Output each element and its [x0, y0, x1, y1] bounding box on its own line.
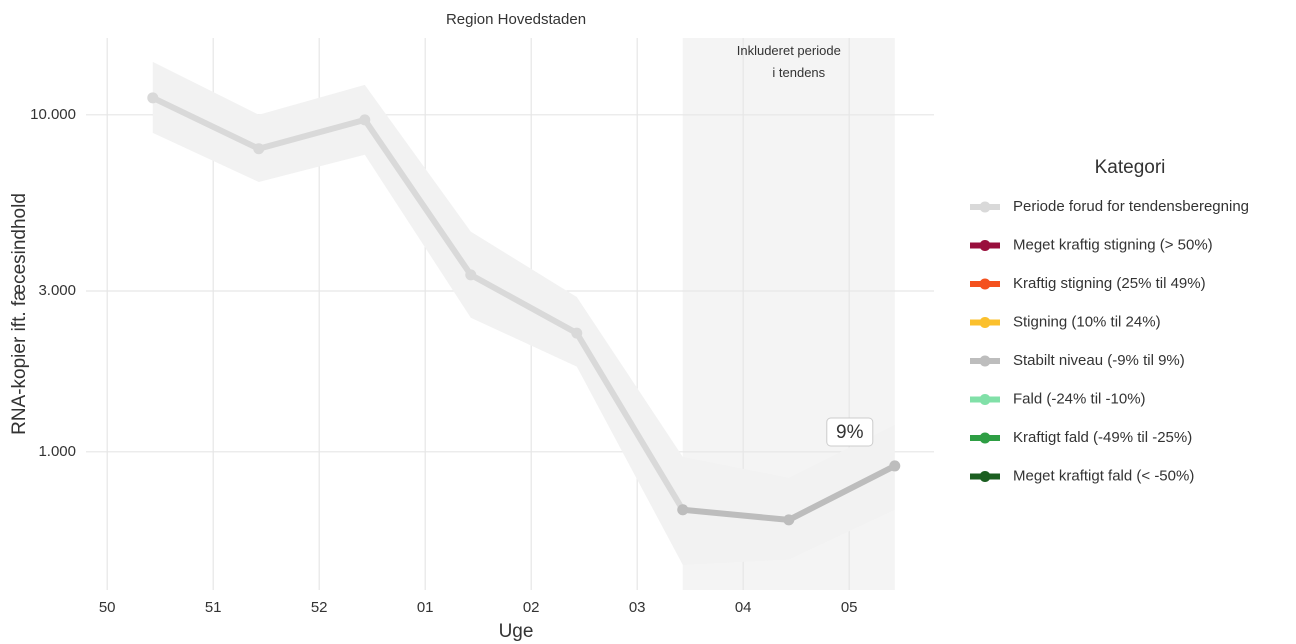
x-tick-label: 03: [629, 599, 646, 616]
confidence-band: [152, 61, 895, 565]
data-point: [783, 514, 795, 526]
legend-swatch-dot: [979, 471, 991, 482]
data-point: [889, 460, 901, 472]
y-tick-label: 1.000: [38, 443, 76, 460]
y-tick-label: 3.000: [38, 282, 76, 299]
legend-swatch-dot: [979, 240, 991, 251]
x-tick-label: 05: [841, 599, 858, 616]
legend-swatch-dot: [979, 355, 991, 367]
legend-label: Periode forud for tendensberegning: [1013, 198, 1249, 215]
data-point: [253, 143, 265, 155]
data-point: [571, 327, 583, 339]
legend-label: Kraftigt fald (-49% til -25%): [1013, 429, 1192, 446]
data-point: [359, 114, 371, 126]
legend-label: Meget kraftigt fald (< -50%): [1013, 467, 1194, 484]
x-tick-label: 02: [523, 599, 540, 616]
legend-label: Kraftig stigning (25% til 49%): [1013, 275, 1206, 292]
trend-label-box: [826, 417, 874, 447]
y-tick-label: 10.000: [30, 106, 76, 123]
x-tick-label: 04: [735, 599, 752, 616]
legend-swatch-dot: [979, 201, 991, 213]
legend-swatch-dot: [979, 394, 991, 405]
legend-swatch-dot: [979, 432, 991, 444]
series-line: [151, 95, 686, 512]
chart-title: Region Hovedstaden: [446, 11, 586, 28]
legend-label: Stigning (10% til 24%): [1013, 313, 1161, 330]
legend-label: Stabilt niveau (-9% til 9%): [1013, 352, 1185, 369]
data-point: [147, 92, 159, 104]
legend-swatch-dot: [979, 278, 991, 290]
highlight-label-line: Inkluderet periode: [737, 43, 841, 58]
legend-title: Kategori: [1095, 157, 1166, 178]
trend-label: 9%: [836, 422, 864, 443]
x-axis-label: Uge: [499, 621, 534, 642]
data-point: [465, 269, 477, 281]
x-tick-label: 52: [311, 599, 328, 616]
data-point: [677, 504, 689, 516]
x-tick-label: 01: [417, 599, 434, 616]
x-tick-label: 51: [205, 599, 222, 616]
legend-label: Fald (-24% til -10%): [1013, 390, 1146, 407]
highlight-label-line: i tendens: [772, 65, 825, 80]
legend-label: Meget kraftig stigning (> 50%): [1013, 236, 1213, 253]
x-tick-label: 50: [99, 599, 116, 616]
legend-swatch-dot: [979, 317, 991, 328]
y-axis-label: RNA-kopier ift. fæcesindhold: [9, 193, 30, 435]
highlight-label: Inkluderet periode i tendens: [737, 43, 841, 80]
